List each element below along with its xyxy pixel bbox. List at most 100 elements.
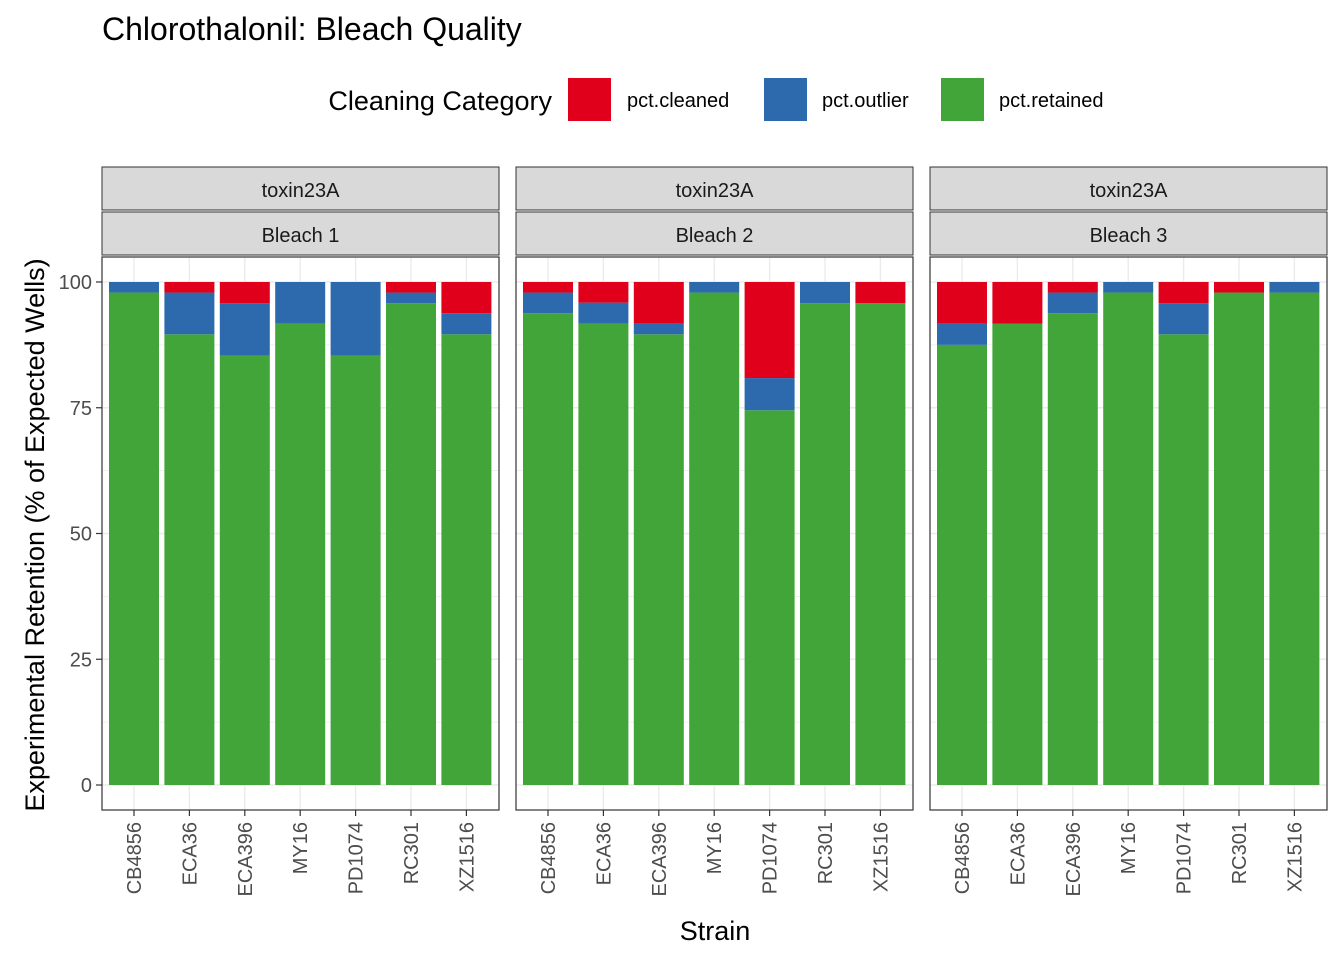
x-tick-label: ECA36 xyxy=(179,822,201,885)
x-tick-label: PD1074 xyxy=(760,822,782,894)
bar-retained-my16 xyxy=(275,323,326,785)
legend-title: Cleaning Category xyxy=(328,86,552,116)
x-tick-label: XZ1516 xyxy=(456,822,478,892)
bar-retained-xz1516 xyxy=(855,303,906,785)
bar-outlier-my16 xyxy=(275,282,326,324)
bar-outlier-my16 xyxy=(689,282,740,293)
bar-cleaned-rc301 xyxy=(1214,282,1264,293)
strip-bottom-bg xyxy=(929,211,1328,256)
bar-retained-cb4856 xyxy=(937,344,987,785)
bar-retained-pd1074 xyxy=(330,355,381,785)
bar-cleaned-eca396 xyxy=(219,282,270,304)
bar-cleaned-rc301 xyxy=(386,282,436,293)
strip-top-label: toxin23A xyxy=(676,180,754,202)
x-tick-label: ECA36 xyxy=(593,822,615,885)
legend-swatch-outlier xyxy=(764,78,807,121)
legend-label-outlier: pct.outlier xyxy=(822,90,909,112)
strip-bottom-bg xyxy=(101,211,500,256)
x-tick-label: RC301 xyxy=(401,822,423,884)
y-axis: 0 25 50 75 100 Experimental Retention (% of … xyxy=(20,258,102,812)
bar-outlier-rc301 xyxy=(386,292,436,304)
x-tick-label: ECA36 xyxy=(1007,822,1029,885)
strip-bottom-label: Bleach 1 xyxy=(262,225,340,247)
strip-bottom-label: Bleach 3 xyxy=(1090,225,1168,247)
bar-outlier-eca36 xyxy=(164,292,215,335)
legend-item-outlier: pct.outlier xyxy=(764,78,909,121)
bar-cleaned-xz1516 xyxy=(441,282,492,314)
bar-outlier-xz1516 xyxy=(1269,282,1320,293)
bar-retained-eca396 xyxy=(219,355,270,785)
bars xyxy=(109,282,492,785)
y-tick-label: 50 xyxy=(70,524,92,546)
bar-retained-eca36 xyxy=(992,323,1043,785)
bar-cleaned-eca396 xyxy=(1047,282,1098,293)
bar-cleaned-eca36 xyxy=(992,282,1043,324)
bar-outlier-cb4856 xyxy=(523,292,573,314)
bar-retained-xz1516 xyxy=(441,334,492,785)
bar-cleaned-cb4856 xyxy=(523,282,573,293)
bar-retained-pd1074 xyxy=(1158,334,1209,785)
bar-outlier-cb4856 xyxy=(109,282,159,293)
y-axis-label: Experimental Retention (% of Expected We… xyxy=(20,258,50,811)
strip-top-bg xyxy=(515,166,914,211)
chart-title: Chlorothalonil: Bleach Quality xyxy=(102,11,522,47)
bar-retained-cb4856 xyxy=(109,292,159,785)
bar-retained-eca396 xyxy=(1047,313,1098,785)
x-axis-label: Strain xyxy=(680,916,751,946)
bar-outlier-eca36 xyxy=(578,302,629,324)
x-tick-label: ECA396 xyxy=(649,822,671,897)
bar-outlier-rc301 xyxy=(800,282,850,304)
legend-label-cleaned: pct.cleaned xyxy=(627,90,729,112)
bar-retained-cb4856 xyxy=(523,313,573,785)
y-tick-label: 100 xyxy=(59,272,92,294)
y-tick-labels: 0 25 50 75 100 xyxy=(59,272,102,797)
bar-outlier-xz1516 xyxy=(441,313,492,335)
bar-outlier-pd1074 xyxy=(1158,303,1209,335)
x-tick-label: CB4856 xyxy=(124,822,146,894)
x-tick-label: CB4856 xyxy=(538,822,560,894)
bar-outlier-eca396 xyxy=(219,303,270,356)
y-tick-label: 25 xyxy=(70,649,92,671)
legend-swatch-retained xyxy=(941,78,984,121)
x-tick-label: PD1074 xyxy=(1174,822,1196,894)
facet-panel-2: toxin23A Bleach 2 CB4856 ECA36 ECA396 MY16 PD1… xyxy=(515,166,914,897)
x-tick-label: ECA396 xyxy=(235,822,257,897)
bar-cleaned-eca396 xyxy=(633,282,684,324)
x-axis-ticks: CB4856 ECA36 ECA396 MY16 PD1074 RC301 XZ1516 xyxy=(952,810,1306,897)
legend-swatch-cleaned xyxy=(568,78,611,121)
x-axis-ticks: CB4856 ECA36 ECA396 MY16 PD1074 RC301 XZ1516 xyxy=(538,810,892,897)
bar-retained-pd1074 xyxy=(744,410,795,785)
bar-cleaned-pd1074 xyxy=(1158,282,1209,304)
bar-retained-rc301 xyxy=(800,303,850,785)
x-tick-label: MY16 xyxy=(1118,822,1140,874)
facet-panel-3: toxin23A Bleach 3 CB4856 ECA36 ECA396 MY16 PD1… xyxy=(929,166,1328,897)
bar-retained-rc301 xyxy=(1214,292,1264,785)
bar-retained-rc301 xyxy=(386,303,436,785)
strip-top-bg xyxy=(929,166,1328,211)
legend-item-cleaned: pct.cleaned xyxy=(568,78,729,121)
facet-panels: toxin23A Bleach 1 CB4856 ECA36 ECA396 MY16 PD1… xyxy=(101,166,1328,897)
x-tick-label: ECA396 xyxy=(1063,822,1085,897)
bar-cleaned-xz1516 xyxy=(855,282,906,304)
x-tick-label: MY16 xyxy=(290,822,312,874)
legend-label-retained: pct.retained xyxy=(999,90,1104,112)
strip-top-label: toxin23A xyxy=(262,180,340,202)
strip-bottom-label: Bleach 2 xyxy=(676,225,754,247)
x-tick-label: XZ1516 xyxy=(1284,822,1306,892)
bar-outlier-eca396 xyxy=(1047,292,1098,314)
bar-cleaned-eca36 xyxy=(578,282,629,303)
bar-outlier-cb4856 xyxy=(937,323,987,345)
bar-retained-eca396 xyxy=(633,334,684,785)
y-tick-label: 0 xyxy=(81,775,92,797)
bar-outlier-eca396 xyxy=(633,323,684,335)
x-tick-label: PD1074 xyxy=(346,822,368,894)
x-tick-label: CB4856 xyxy=(952,822,974,894)
strip-top-label: toxin23A xyxy=(1090,180,1168,202)
bar-outlier-pd1074 xyxy=(744,378,795,411)
y-tick-label: 75 xyxy=(70,398,92,420)
bar-retained-eca36 xyxy=(578,323,629,785)
strip-top-bg xyxy=(101,166,500,211)
bars xyxy=(523,282,906,785)
facet-panel-1: toxin23A Bleach 1 CB4856 ECA36 ECA396 MY16 PD1… xyxy=(101,166,500,897)
